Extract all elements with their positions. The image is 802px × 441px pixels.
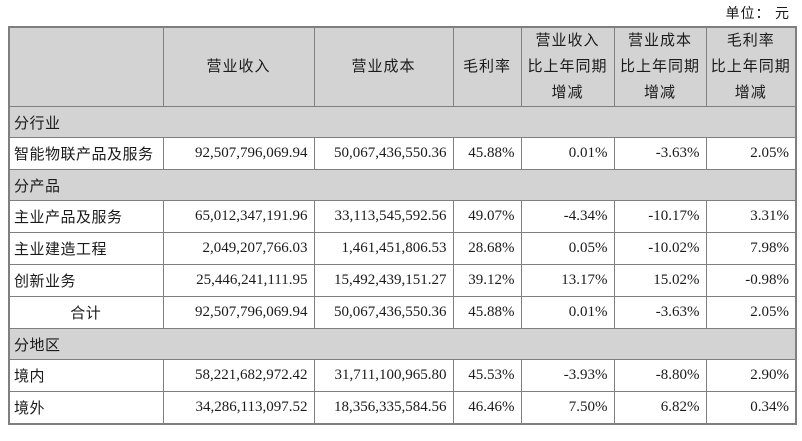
revenue-value: 92,507,796,069.94 — [162, 137, 315, 170]
section-header-row: 分产品 — [8, 169, 797, 201]
cost-yoy-value: 15.02% — [613, 264, 707, 297]
margin-yoy-value: -0.98% — [705, 264, 797, 297]
cost-value: 1,461,451,806.53 — [313, 232, 454, 265]
revenue-value: 58,221,682,972.42 — [162, 359, 315, 392]
table-row: 主业产品及服务 65,012,347,191.96 33,113,545,592.5… — [8, 200, 797, 233]
column-header-revenue-yoy: 营业收入 比上年同期 增减 — [520, 26, 615, 107]
cost-yoy-value: -10.02% — [613, 232, 707, 265]
cost-yoy-value: -10.17% — [613, 200, 707, 233]
revenue-yoy-value: 13.17% — [520, 264, 615, 297]
table-row: 合计 92,507,796,069.94 50,067,436,550.36 45.8… — [8, 296, 797, 329]
section-label: 分地区 — [8, 328, 797, 360]
section-label: 分行业 — [8, 106, 797, 138]
cost-value: 50,067,436,550.36 — [313, 137, 454, 170]
revenue-yoy-value: 0.01% — [520, 137, 615, 170]
revenue-yoy-value: -3.93% — [520, 359, 615, 392]
cost-value: 15,492,439,151.27 — [313, 264, 454, 297]
margin-yoy-value: 7.98% — [705, 232, 797, 265]
gross-margin-value: 49.07% — [452, 200, 522, 233]
table-row: 创新业务 25,446,241,111.95 15,492,439,151.27 39… — [8, 264, 797, 297]
column-header-revenue: 营业收入 — [162, 26, 315, 107]
gross-margin-value: 45.53% — [452, 359, 522, 392]
margin-yoy-value: 2.05% — [705, 296, 797, 329]
margin-yoy-value: 2.90% — [705, 359, 797, 392]
gross-margin-value: 39.12% — [452, 264, 522, 297]
unit-label: 单位： 元 — [725, 7, 790, 22]
gross-margin-value: 46.46% — [452, 391, 522, 424]
revenue-yoy-value: -4.34% — [520, 200, 615, 233]
table-row: 智能物联产品及服务 92,507,796,069.94 50,067,436,550… — [8, 137, 797, 170]
section-label: 分产品 — [8, 169, 797, 201]
row-label: 智能物联产品及服务 — [8, 137, 164, 170]
revenue-yoy-value: 0.01% — [520, 296, 615, 329]
cost-value: 33,113,545,592.56 — [313, 200, 454, 233]
column-header-cost-yoy: 营业成本 比上年同期 增减 — [613, 26, 707, 107]
cost-value: 18,356,335,584.56 — [313, 391, 454, 424]
row-label: 合计 — [8, 296, 164, 329]
cost-value: 31,711,100,965.80 — [313, 359, 454, 392]
revenue-value: 65,012,347,191.96 — [162, 200, 315, 233]
row-label: 创新业务 — [8, 264, 164, 297]
cost-value: 50,067,436,550.36 — [313, 296, 454, 329]
column-header-cost: 营业成本 — [313, 26, 454, 107]
margin-yoy-value: 3.31% — [705, 200, 797, 233]
revenue-yoy-value: 0.05% — [520, 232, 615, 265]
table-row: 境外 34,286,113,097.52 18,356,335,584.56 46.4… — [8, 391, 797, 424]
margin-yoy-value: 0.34% — [705, 391, 797, 424]
row-label: 境外 — [8, 391, 164, 424]
gross-margin-value: 45.88% — [452, 296, 522, 329]
column-header-margin-yoy: 毛利率 比上年同期 增减 — [705, 26, 797, 107]
table-header-row: 营业收入 营业成本 毛利率 营业收入 比上年同期 增减 营业成本 比上年同期 增… — [8, 26, 797, 107]
column-header-category — [8, 26, 164, 107]
row-label: 境内 — [8, 359, 164, 392]
section-header-row: 分行业 — [8, 106, 797, 138]
table-row: 主业建造工程 2,049,207,766.03 1,461,451,806.53 28… — [8, 232, 797, 265]
cost-yoy-value: -3.63% — [613, 296, 707, 329]
section-header-row: 分地区 — [8, 328, 797, 360]
revenue-value: 34,286,113,097.52 — [162, 391, 315, 424]
table-row: 境内 58,221,682,972.42 31,711,100,965.80 45.5… — [8, 359, 797, 392]
cost-yoy-value: 6.82% — [613, 391, 707, 424]
row-label: 主业建造工程 — [8, 232, 164, 265]
gross-margin-value: 28.68% — [452, 232, 522, 265]
column-header-gross-margin: 毛利率 — [452, 26, 522, 107]
cost-yoy-value: -3.63% — [613, 137, 707, 170]
revenue-value: 2,049,207,766.03 — [162, 232, 315, 265]
margin-yoy-value: 2.05% — [705, 137, 797, 170]
row-label: 主业产品及服务 — [8, 200, 164, 233]
revenue-value: 25,446,241,111.95 — [162, 264, 315, 297]
cost-yoy-value: -8.80% — [613, 359, 707, 392]
revenue-value: 92,507,796,069.94 — [162, 296, 315, 329]
table-body: 分行业 智能物联产品及服务 92,507,796,069.94 50,067,436,… — [8, 106, 797, 424]
revenue-cost-margin-table: 营业收入 营业成本 毛利率 营业收入 比上年同期 增减 营业成本 比上年同期 增… — [8, 26, 797, 425]
revenue-yoy-value: 7.50% — [520, 391, 615, 424]
gross-margin-value: 45.88% — [452, 137, 522, 170]
